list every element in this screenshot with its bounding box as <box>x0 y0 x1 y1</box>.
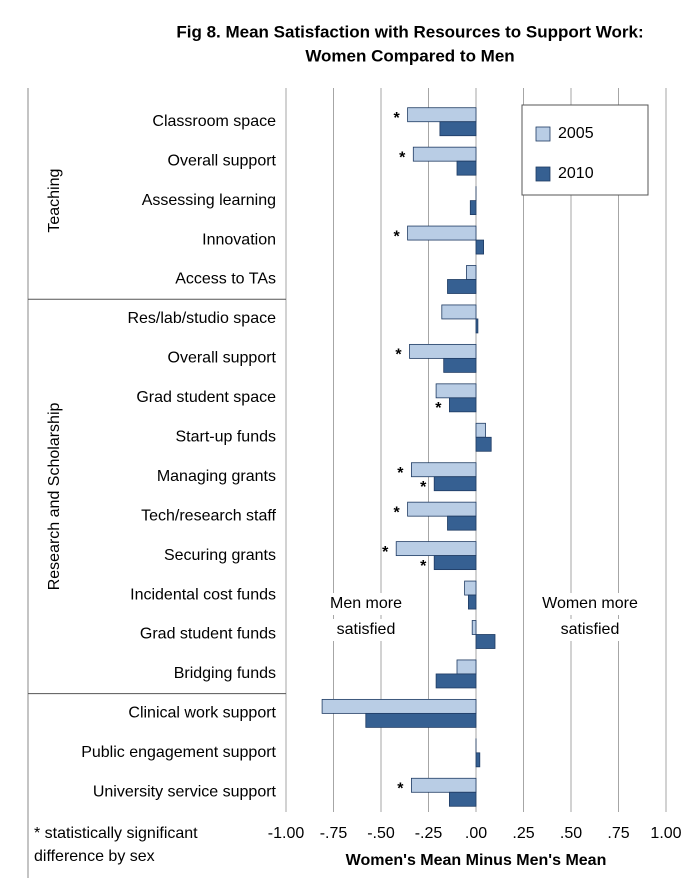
x-tick-label: .00 <box>465 825 487 842</box>
bar <box>475 634 496 649</box>
significance-mark: * <box>399 149 406 166</box>
bar <box>448 791 477 807</box>
bar <box>410 777 477 793</box>
bar <box>433 476 477 492</box>
category-label: Managing grants <box>157 468 276 485</box>
bar <box>410 462 477 478</box>
significance-mark: * <box>393 504 400 521</box>
bar <box>447 279 477 294</box>
category-label: Overall support <box>168 152 277 169</box>
legend-label: 2010 <box>558 165 594 182</box>
bar <box>412 146 477 162</box>
bar <box>471 620 477 635</box>
bar <box>365 712 477 728</box>
chart-title: Women Compared to Men <box>305 46 514 65</box>
category-label: Public engagement support <box>81 744 276 761</box>
annotation-bg <box>542 619 638 641</box>
significance-mark: * <box>395 347 402 364</box>
category-label: University service support <box>93 783 277 800</box>
category-label: Access to TAs <box>175 271 276 288</box>
group-label: Teaching <box>46 169 63 233</box>
x-tick-label: -.75 <box>320 825 348 842</box>
bar <box>407 225 477 241</box>
category-label: Securing grants <box>164 547 276 564</box>
x-tick-label: -1.00 <box>268 825 305 842</box>
bar <box>407 501 477 517</box>
category-label: Overall support <box>168 350 277 367</box>
legend-swatch <box>535 166 551 182</box>
bar <box>407 107 477 123</box>
x-tick-label: .75 <box>607 825 629 842</box>
bar <box>448 397 477 413</box>
significance-mark: * <box>393 110 400 127</box>
bar <box>321 698 477 714</box>
bar <box>469 200 477 216</box>
category-label: Incidental cost funds <box>130 586 276 603</box>
chart-title: Fig 8. Mean Satisfaction with Resources … <box>176 22 643 41</box>
annotation: Women more <box>542 595 638 612</box>
category-label: Classroom space <box>152 113 276 130</box>
significance-mark: * <box>420 558 427 575</box>
legend-label: 2005 <box>558 125 594 142</box>
bar <box>475 318 479 334</box>
bar <box>395 541 477 557</box>
footnote: * statistically significant <box>34 825 198 842</box>
category-label: Grad student funds <box>140 626 276 643</box>
significance-mark: * <box>420 479 427 496</box>
category-label: Tech/research staff <box>141 507 276 524</box>
annotation: satisfied <box>561 621 620 638</box>
category-label: Clinical work support <box>128 705 276 722</box>
annotation: satisfied <box>337 621 396 638</box>
category-label: Start-up funds <box>176 428 277 445</box>
x-tick-label: -.50 <box>367 825 395 842</box>
bar <box>441 304 477 320</box>
annotation-bg <box>318 593 414 615</box>
bar <box>443 357 477 373</box>
bar <box>433 555 477 571</box>
category-label: Grad student space <box>136 389 276 406</box>
bar <box>456 160 477 176</box>
category-label: Assessing learning <box>142 192 276 209</box>
bar <box>475 239 484 255</box>
bar <box>467 594 477 610</box>
bar <box>409 343 477 359</box>
x-tick-label: -.25 <box>415 825 443 842</box>
bar <box>464 580 477 596</box>
significance-mark: * <box>435 400 442 417</box>
bar <box>435 673 477 689</box>
annotation-bg <box>318 619 414 641</box>
footnote: difference by sex <box>34 848 155 865</box>
significance-mark: * <box>397 780 404 797</box>
bar <box>475 422 486 438</box>
x-tick-label: .25 <box>512 825 534 842</box>
category-label: Bridging funds <box>174 665 276 682</box>
significance-mark: * <box>397 465 404 482</box>
bar <box>435 383 477 399</box>
annotation-bg <box>542 593 638 615</box>
annotation: Men more <box>330 595 402 612</box>
x-tick-label: .50 <box>560 825 582 842</box>
x-tick-label: 1.00 <box>650 825 681 842</box>
category-label: Res/lab/studio space <box>127 310 276 327</box>
x-axis-title: Women's Mean Minus Men's Mean <box>346 852 607 869</box>
group-label: Research and Scholarship <box>46 403 63 591</box>
bar <box>475 752 481 768</box>
significance-mark: * <box>382 544 389 561</box>
bar <box>447 515 477 531</box>
bar <box>475 436 492 452</box>
significance-mark: * <box>393 228 400 245</box>
legend-swatch <box>535 126 551 142</box>
bar <box>456 659 477 675</box>
bar <box>439 121 477 137</box>
category-label: Innovation <box>202 231 276 248</box>
bar <box>466 265 477 280</box>
